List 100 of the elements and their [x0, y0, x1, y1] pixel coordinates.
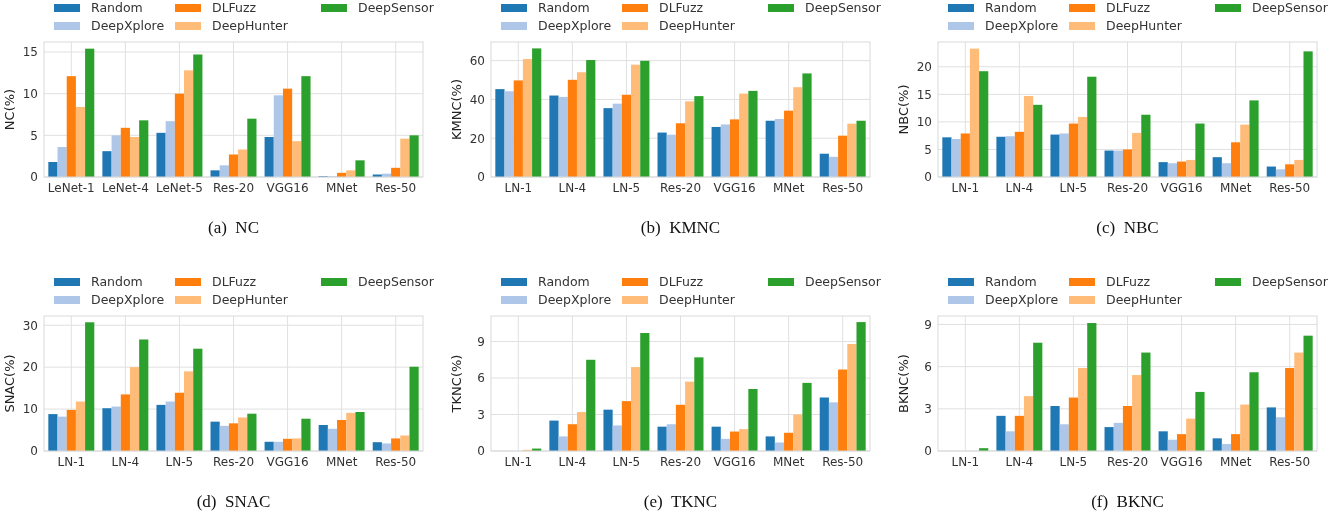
x-tick-label: Res-20 — [1106, 454, 1149, 469]
x-tick-label: LN-4 — [1005, 454, 1034, 469]
x-tick-label: LN-1 — [57, 454, 86, 469]
x-tick-label: VGG16 — [266, 180, 309, 195]
legend-label: DeepHunter — [1106, 292, 1183, 308]
y-tick-label: 20 — [22, 360, 38, 375]
legend-label: DeepSensor — [1252, 0, 1329, 16]
y-tick-label: 6 — [924, 359, 932, 374]
y-tick-label: 9 — [924, 317, 932, 332]
x-tick-label: Res-50 — [822, 454, 864, 469]
x-tick-label: MNet — [772, 454, 805, 469]
legend-label: DeepSensor — [1252, 274, 1329, 290]
x-tick-label: Res-50 — [1269, 454, 1311, 469]
y-tick-label: 10 — [22, 402, 38, 417]
x-tick-label: LN-1 — [504, 180, 533, 195]
y-tick-label: 0 — [30, 170, 38, 185]
x-tick-label: VGG16 — [713, 454, 756, 469]
legend-label: Random — [985, 0, 1037, 16]
x-tick-label: LN-4 — [111, 454, 140, 469]
y-tick-label: 0 — [477, 170, 485, 185]
text: (b) KMNC — [640, 218, 721, 237]
y-tick-label: 3 — [477, 407, 485, 422]
y-axis-title: SNAC(%) — [2, 354, 17, 413]
legend-label: DeepSensor — [805, 274, 882, 290]
legend-label: DeepSensor — [358, 274, 435, 290]
y-tick-label: 0 — [924, 444, 932, 459]
x-tick-label: MNet — [325, 454, 358, 469]
legend-label: Random — [538, 0, 590, 16]
x-tick-label: LN-1 — [951, 454, 980, 469]
y-tick-label: 15 — [916, 87, 932, 102]
x-tick-label: LN-5 — [612, 454, 641, 469]
y-tick-label: 3 — [924, 402, 932, 417]
x-tick-label: MNet — [772, 180, 805, 195]
legend-label: DLFuzz — [1106, 274, 1151, 290]
legend-label: DeepHunter — [659, 292, 736, 308]
x-tick-label: LeNet-4 — [101, 180, 149, 195]
y-axis-title: NC(%) — [2, 88, 17, 131]
x-tick-label: VGG16 — [1160, 454, 1203, 469]
text: (f) BKNC — [1091, 492, 1164, 511]
x-tick-label: LeNet-5 — [155, 180, 203, 195]
y-tick-label: 10 — [916, 115, 932, 130]
legend-label: DeepHunter — [212, 292, 289, 308]
x-tick-label: Res-50 — [1269, 180, 1311, 195]
y-tick-label: 9 — [477, 334, 485, 349]
legend-label: DeepSensor — [805, 0, 882, 16]
x-tick-label: Res-20 — [659, 180, 702, 195]
x-tick-label: Res-50 — [822, 180, 864, 195]
x-tick-label: LN-1 — [504, 454, 533, 469]
x-tick-label: LN-1 — [951, 180, 980, 195]
legend-label: DLFuzz — [212, 274, 257, 290]
y-axis-title: BKNC(%) — [896, 354, 911, 413]
y-tick-label: 0 — [477, 444, 485, 459]
legend-label: DeepXplore — [538, 292, 612, 308]
legend-label: DeepHunter — [659, 18, 736, 34]
y-tick-label: 5 — [924, 142, 932, 157]
y-tick-label: 0 — [924, 170, 932, 185]
text: (a) NC — [208, 218, 259, 237]
x-tick-label: MNet — [1219, 454, 1252, 469]
legend-label: DeepHunter — [1106, 18, 1183, 34]
legend-label: DeepXplore — [91, 292, 165, 308]
legend-label: DeepXplore — [91, 18, 165, 34]
text: (d) SNAC — [196, 492, 271, 511]
y-tick-label: 10 — [22, 87, 38, 102]
y-tick-label: 60 — [469, 53, 485, 68]
x-tick-label: LN-4 — [558, 180, 587, 195]
y-tick-label: 40 — [469, 92, 485, 107]
x-tick-label: VGG16 — [266, 454, 309, 469]
x-tick-label: LN-5 — [612, 180, 641, 195]
x-tick-label: VGG16 — [713, 180, 756, 195]
legend-label: Random — [985, 274, 1037, 290]
x-tick-label: VGG16 — [1160, 180, 1203, 195]
x-tick-label: LN-4 — [1005, 180, 1034, 195]
x-tick-label: LeNet-1 — [47, 180, 95, 195]
y-tick-label: 0 — [30, 444, 38, 459]
x-tick-label: Res-20 — [659, 454, 702, 469]
text: (e) TKNC — [643, 492, 718, 511]
x-tick-label: LN-5 — [165, 454, 194, 469]
legend-label: DeepXplore — [985, 292, 1059, 308]
x-tick-label: Res-50 — [375, 180, 417, 195]
legend-label: DLFuzz — [212, 0, 257, 16]
y-tick-label: 20 — [469, 131, 485, 146]
y-tick-label: 5 — [30, 128, 38, 143]
x-tick-label: MNet — [325, 180, 358, 195]
legend-label: DeepHunter — [212, 18, 289, 34]
legend-label: DLFuzz — [659, 0, 704, 16]
y-axis-title: KMNC(%) — [449, 78, 464, 141]
x-tick-label: LN-5 — [1059, 454, 1088, 469]
x-tick-label: Res-20 — [1106, 180, 1149, 195]
y-tick-label: 30 — [22, 318, 38, 333]
x-tick-label: MNet — [1219, 180, 1252, 195]
x-tick-label: Res-20 — [212, 180, 255, 195]
legend-label: Random — [538, 274, 590, 290]
legend-label: Random — [91, 0, 143, 16]
legend-label: DeepSensor — [358, 0, 435, 16]
x-tick-label: LN-5 — [1059, 180, 1088, 195]
x-tick-label: Res-20 — [212, 454, 255, 469]
x-tick-label: Res-50 — [375, 454, 417, 469]
y-axis-title: NBC(%) — [896, 84, 911, 135]
legend-label: DLFuzz — [1106, 0, 1151, 16]
y-axis-title: TKNC(%) — [449, 354, 464, 414]
